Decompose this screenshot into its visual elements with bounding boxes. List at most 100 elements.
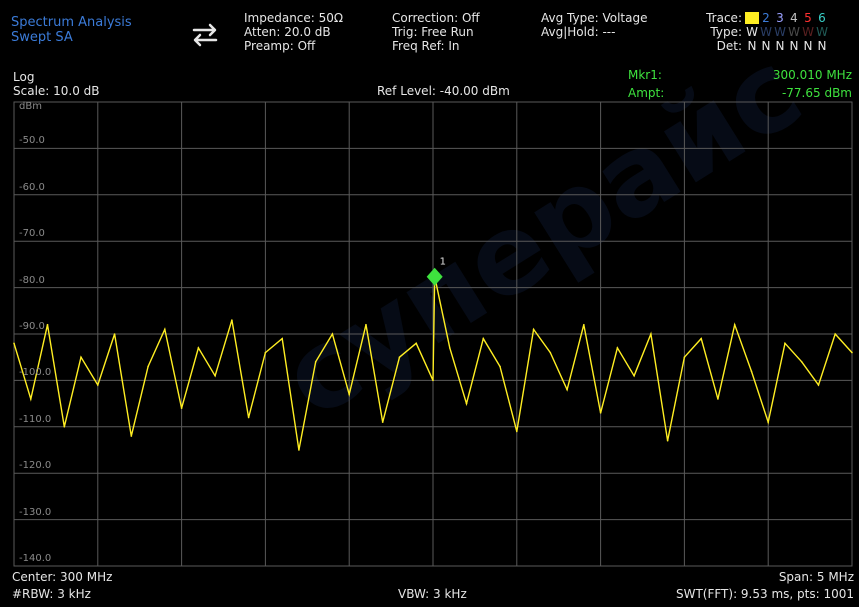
vbw-setting[interactable]: VBW: 3 kHz: [398, 587, 467, 601]
trace-point: [63, 426, 66, 428]
trace-1-indicator[interactable]: [745, 12, 759, 25]
trace-point: [46, 323, 49, 326]
impedance-status: Impedance: 50Ω: [244, 11, 344, 25]
marker-ampt-label: Ampt:: [628, 86, 665, 100]
trace-5-number[interactable]: 5: [804, 11, 812, 25]
trace-point: [314, 361, 317, 363]
trace-point: [348, 393, 351, 396]
trace-point: [717, 398, 719, 400]
marker-freq-value[interactable]: 300.010 MHz: [772, 68, 852, 82]
trace-4-number[interactable]: 4: [790, 11, 798, 25]
atten-status: Atten: 20.0 dB: [244, 25, 331, 39]
trace-point: [784, 342, 786, 345]
trace-point: [13, 342, 15, 345]
trace-point: [180, 407, 183, 410]
marker-freq-label: Mkr1:: [628, 68, 662, 82]
type-1-value: W: [746, 25, 758, 39]
center-freq[interactable]: Center: 300 MHz: [12, 570, 113, 584]
trace-1-line: [13, 276, 853, 451]
y-tick-label: -140.0: [19, 553, 52, 564]
avg-hold-status: Avg|Hold: ---: [541, 25, 616, 39]
status-header: Spectrum Analysis Swept SA Impedance: 50…: [0, 0, 859, 100]
trace-point: [432, 379, 434, 382]
trace-point: [415, 342, 418, 345]
y-tick-label: -100.0: [19, 367, 52, 379]
freq-ref-status: Freq Ref: In: [392, 39, 460, 53]
preamp-status: Preamp: Off: [244, 39, 316, 53]
span-setting[interactable]: Span: 5 MHz: [778, 570, 854, 584]
trace-point: [281, 337, 283, 340]
det-4-value: N: [789, 39, 799, 53]
type-5-value: W: [802, 25, 814, 39]
ref-level[interactable]: Ref Level: -40.00 dBm: [377, 84, 510, 98]
trace-point: [700, 337, 702, 340]
trace-point: [499, 365, 501, 368]
type-label: Type:: [710, 25, 742, 39]
det-2-value: N: [761, 39, 771, 53]
det-1-value: N: [747, 39, 757, 53]
trace-point: [80, 356, 82, 359]
type-3-value: W: [774, 25, 786, 39]
trace-point: [247, 416, 250, 419]
trace-point: [97, 384, 99, 386]
trace-point: [599, 412, 602, 414]
trace-point: [532, 328, 535, 331]
trace-point: [448, 347, 451, 349]
trace-point: [616, 347, 619, 349]
trace-point: [29, 398, 32, 400]
trace-point: [147, 365, 149, 368]
trace-point: [633, 374, 635, 377]
det-6-value: N: [817, 39, 827, 53]
type-6-value: W: [816, 25, 828, 39]
trace-point: [365, 323, 367, 326]
mode-title[interactable]: Spectrum Analysis: [11, 15, 132, 30]
trace-2-number[interactable]: 2: [762, 11, 770, 25]
trace-point: [465, 402, 468, 405]
trace-point: [113, 333, 116, 335]
swap-icon[interactable]: [186, 18, 224, 50]
marker-1-diamond[interactable]: [426, 267, 443, 286]
trace-1-swatch: [745, 12, 759, 24]
trace-point: [381, 421, 384, 423]
y-tick-label: -70.0: [19, 228, 45, 240]
det-5-value: N: [803, 39, 813, 53]
trace-point: [516, 430, 518, 433]
trace-point: [817, 384, 820, 386]
trace-3-number[interactable]: 3: [776, 11, 784, 25]
trace-6-number[interactable]: 6: [818, 11, 826, 25]
type-2-value: W: [760, 25, 772, 39]
trace-point: [549, 351, 552, 354]
trace-point: [331, 333, 334, 335]
det-label: Det:: [716, 39, 742, 53]
correction-status: Correction: Off: [392, 11, 480, 25]
trace-point: [851, 351, 853, 354]
trace-point: [298, 449, 300, 451]
trace-point: [197, 347, 200, 349]
trace-label: Trace:: [706, 11, 742, 25]
y-tick-label: -120.0: [19, 460, 52, 472]
sweep-time-points[interactable]: SWT(FFT): 9.53 ms, pts: 1001: [675, 587, 854, 601]
scale-per-div[interactable]: Scale: 10.0 dB: [13, 84, 100, 98]
y-tick-label: -60.0: [19, 181, 45, 193]
log-label: Log: [13, 70, 35, 84]
trace-point: [264, 351, 267, 354]
det-3-value: N: [775, 39, 785, 53]
y-tick-label: -110.0: [19, 413, 52, 425]
rbw-setting[interactable]: #RBW: 3 kHz: [12, 587, 91, 601]
y-unit-label: dBm: [19, 101, 42, 112]
trace-point: [164, 328, 166, 331]
trace-point: [566, 388, 568, 391]
trace-point: [398, 356, 401, 359]
trace-point: [683, 356, 686, 359]
mode-subtitle[interactable]: Swept SA: [11, 30, 73, 45]
marker-ampt-value[interactable]: -77.65 dBm: [781, 86, 852, 100]
trig-status: Trig: Free Run: [392, 25, 474, 39]
trace-point: [583, 323, 585, 326]
y-tick-label: -90.0: [19, 321, 45, 332]
trace-point: [834, 333, 837, 335]
trace-point: [482, 337, 485, 340]
